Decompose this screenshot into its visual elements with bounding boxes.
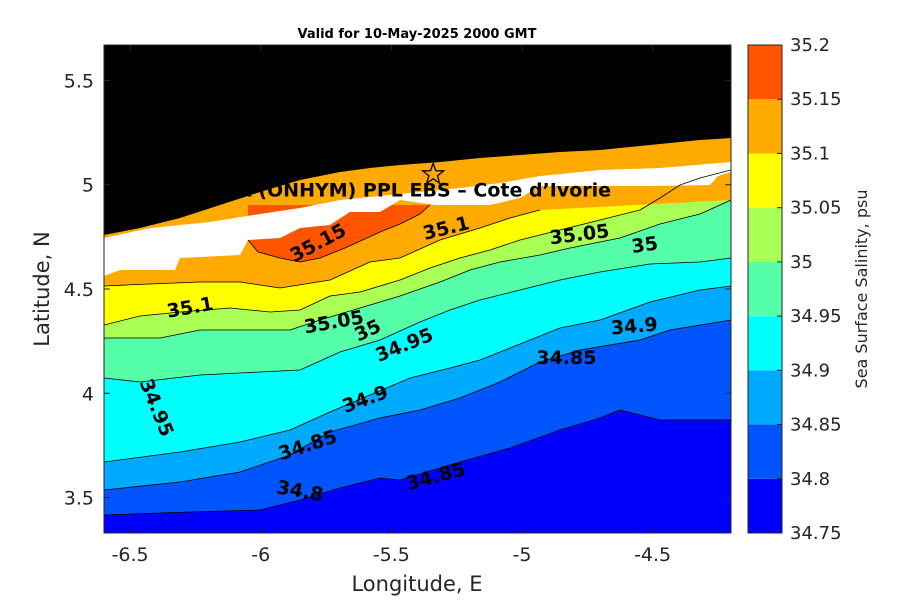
- colorbar-tick-label: 34.75: [790, 523, 842, 544]
- y-tick-label: 3.5: [64, 488, 94, 510]
- colorbar-tick-label: 35.1: [790, 143, 830, 164]
- land-mask: [104, 45, 731, 235]
- x-tick-label: -5.5: [373, 544, 410, 566]
- contour-34.9: [104, 285, 731, 463]
- contour-35: [104, 199, 731, 339]
- x-axis-label: Longitude, E: [351, 572, 482, 596]
- contour-34.95: [104, 257, 731, 383]
- colorbar-swatch: [748, 153, 782, 208]
- colorbar-tick-label: 35.05: [790, 198, 842, 219]
- site-label-prefix: A (: [237, 179, 267, 201]
- colorbar-tick-label: 34.85: [790, 415, 842, 436]
- x-tick-label: -6: [251, 544, 270, 566]
- colorbar-frame: [747, 44, 783, 534]
- colorbar-swatch: [748, 207, 782, 262]
- x-tick-label: -6.5: [112, 544, 149, 566]
- colorbar-swatch: [748, 370, 782, 425]
- y-axis: 3.5 4 4.5 5 5.5: [64, 70, 731, 510]
- coastal-gap: [104, 162, 731, 276]
- y-tick-label: 4: [82, 383, 94, 405]
- contour-34.85: [104, 319, 731, 491]
- site-label-name: ONHYM) PPL EBS – Cote d’Ivorie: [267, 179, 611, 201]
- y-axis-label: Latitude, N: [30, 231, 54, 347]
- colorbar-swatch: [748, 261, 782, 317]
- colorbar-swatch: [748, 99, 782, 154]
- colorbar-tick-label: 34.8: [790, 469, 830, 490]
- contour-label: 35: [630, 232, 659, 257]
- y-tick-label: 4.5: [64, 279, 94, 301]
- colorbar-tick-label: 35: [790, 252, 813, 273]
- x-tick-label: -5: [513, 544, 532, 566]
- site-annotation: A (ONHYM) PPL EBS – Cote d’Ivorie: [237, 161, 611, 201]
- contour-34.8: [104, 409, 731, 516]
- colorbar-label: Sea Surface Salinity, psu: [852, 190, 871, 389]
- contour-35.1: [104, 209, 541, 289]
- chart-title: Valid for 10-May-2025 2000 GMT: [298, 27, 537, 42]
- contour-35.05: [104, 169, 731, 326]
- star-icon: [420, 161, 446, 185]
- colorbar-tick-label: 35.2: [790, 35, 830, 56]
- colorbar-swatch: [748, 424, 782, 479]
- colorbar-swatch: [748, 316, 782, 371]
- x-axis: -6.5 -6 -5.5 -5 -4.5: [112, 45, 671, 566]
- y-tick-label: 5.5: [64, 70, 94, 92]
- colorbar-tick-label: 35.15: [790, 89, 842, 110]
- contour-lines: [104, 169, 731, 516]
- y-tick-label: 5: [82, 175, 94, 197]
- contour-label: 34.85: [536, 347, 596, 369]
- contour-label: 34.9: [610, 314, 659, 340]
- colorbar-swatch: [748, 45, 782, 100]
- contour-35.15: [247, 204, 431, 263]
- colorbar-tick-label: 34.9: [790, 360, 830, 381]
- colorbar-tick-label: 34.95: [790, 306, 842, 327]
- colorbar: 34.75 34.8 34.85 34.9 34.95 35 35.05 35.1 35.15 3…: [747, 35, 842, 544]
- site-label: A (ONHYM) PPL EBS – Cote d’Ivorie: [237, 179, 611, 201]
- colorbar-swatch: [748, 478, 782, 533]
- x-tick-label: -4.5: [634, 544, 671, 566]
